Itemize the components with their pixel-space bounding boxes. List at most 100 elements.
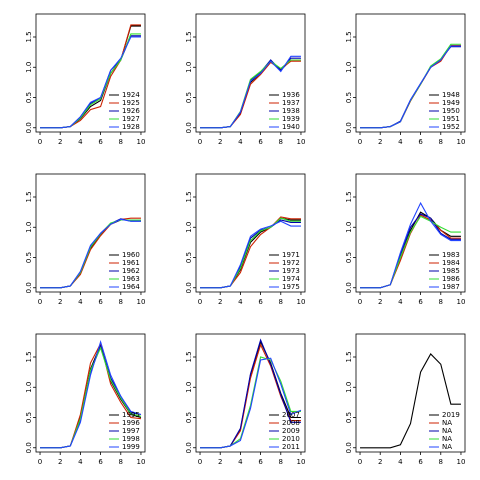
x-tick-label: 0 [358, 458, 362, 466]
y-tick-label: 0.5 [345, 92, 353, 103]
x-tick-label: 4 [238, 458, 243, 466]
legend-label: 1971 [282, 251, 300, 259]
plot-frame [355, 173, 466, 293]
y-tick-label: 0.0 [25, 442, 33, 453]
y-tick-label: 1.0 [345, 62, 353, 73]
x-tick-label: 0 [358, 298, 362, 306]
y-tick-label: 1.0 [185, 382, 193, 393]
x-tick-label: 6 [98, 458, 103, 466]
x-tick-label: 8 [279, 298, 283, 306]
legend-label: 2011 [282, 443, 300, 451]
y-tick-label: 0.5 [345, 412, 353, 423]
plot-frame [35, 333, 146, 453]
y-tick-label: 0.0 [185, 442, 193, 453]
legend-label: 1985 [442, 267, 460, 275]
x-tick-label: 0 [198, 298, 202, 306]
legend-label: 1972 [282, 259, 300, 267]
legend-label: 1999 [122, 443, 140, 451]
series-line [200, 220, 301, 289]
x-tick-label: 0 [38, 458, 42, 466]
legend-label: 1924 [122, 91, 140, 99]
x-tick-label: 4 [78, 458, 83, 466]
x-tick-label: 2 [58, 298, 62, 306]
series-line [40, 36, 141, 129]
y-tick-label: 1.0 [25, 62, 33, 73]
x-tick-label: 4 [398, 138, 403, 146]
plot-frame [35, 173, 146, 293]
legend-label: 2008 [282, 419, 300, 427]
legend-label: 1949 [442, 99, 460, 107]
series-line [200, 55, 301, 129]
legend-label: 1998 [122, 435, 140, 443]
y-tick-label: 1.5 [345, 191, 353, 202]
y-tick-label: 0.0 [345, 442, 353, 453]
y-tick-label: 0.5 [25, 92, 33, 103]
legend-label: 1987 [442, 283, 460, 291]
x-tick-label: 8 [119, 298, 123, 306]
legend-label: 1937 [282, 99, 300, 107]
x-tick-label: 2 [218, 138, 222, 146]
x-tick-label: 0 [198, 138, 202, 146]
legend-label: 1997 [122, 427, 140, 435]
legend-label: 1964 [122, 283, 140, 291]
x-tick-label: 10 [297, 298, 306, 306]
legend-label: NA [442, 435, 452, 443]
legend-label: 1986 [442, 275, 460, 283]
x-tick-label: 10 [457, 138, 466, 146]
y-tick-label: 1.5 [25, 351, 33, 362]
legend-label: 1995 [122, 411, 140, 419]
legend-label: 1996 [122, 419, 140, 427]
x-tick-label: 4 [78, 138, 83, 146]
legend-label: 1928 [122, 123, 140, 131]
x-tick-label: 8 [119, 138, 123, 146]
x-tick-label: 2 [378, 458, 382, 466]
x-tick-label: 4 [398, 298, 403, 306]
legend-label: 1940 [282, 123, 300, 131]
x-tick-label: 10 [457, 298, 466, 306]
y-tick-label: 1.5 [185, 191, 193, 202]
plot-frame [195, 333, 306, 453]
y-tick-label: 0.5 [25, 252, 33, 263]
y-tick-label: 1.5 [185, 31, 193, 42]
legend-label: 1960 [122, 251, 140, 259]
x-tick-label: 0 [38, 298, 42, 306]
x-tick-label: 6 [98, 298, 103, 306]
legend-label: 1927 [122, 115, 140, 123]
legend-label: 1951 [442, 115, 460, 123]
x-tick-label: 2 [378, 298, 382, 306]
series-line [40, 339, 142, 449]
x-tick-label: 6 [418, 458, 423, 466]
y-tick-label: 0.0 [25, 282, 33, 293]
x-tick-label: 10 [137, 458, 146, 466]
x-tick-label: 2 [58, 138, 62, 146]
x-tick-label: 2 [218, 298, 222, 306]
legend-label: 1948 [442, 91, 460, 99]
legend-label: 1974 [282, 275, 300, 283]
legend-label: 1952 [442, 123, 460, 131]
x-tick-label: 10 [297, 138, 306, 146]
x-tick-label: 10 [137, 138, 146, 146]
x-tick-label: 6 [258, 458, 263, 466]
y-tick-label: 0.5 [345, 252, 353, 263]
x-tick-label: 8 [439, 458, 443, 466]
x-tick-label: 0 [198, 458, 202, 466]
x-tick-label: 8 [279, 138, 283, 146]
series-line [360, 45, 461, 129]
plot-frame [195, 173, 306, 293]
legend-label: NA [442, 427, 452, 435]
x-tick-label: 4 [238, 298, 243, 306]
y-tick-label: 1.0 [185, 62, 193, 73]
x-tick-label: 2 [218, 458, 222, 466]
x-tick-label: 4 [78, 298, 83, 306]
plot-frame [35, 13, 146, 133]
plot-frame [355, 13, 466, 133]
legend-label: 1925 [122, 99, 140, 107]
